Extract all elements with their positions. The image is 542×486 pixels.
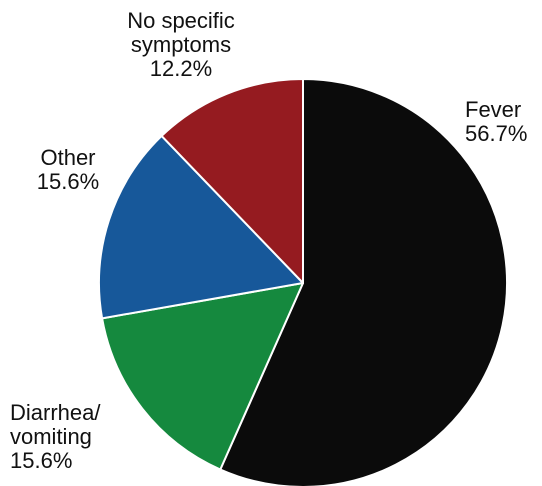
pie-label-line: vomiting bbox=[10, 424, 92, 449]
pie-labels: Fever 56.7%Diarrhea/vomiting 15.6%Other 15.… bbox=[10, 8, 527, 473]
pie-label-percent: 56.7% bbox=[465, 121, 527, 146]
pie-slices bbox=[98, 78, 508, 486]
pie-label-diarrhea-vomiting: Diarrhea/vomiting 15.6% bbox=[10, 400, 101, 473]
pie-label-fever: Fever 56.7% bbox=[465, 97, 527, 146]
pie-slice-diarrhea-vomiting bbox=[101, 282, 304, 471]
pie-label-percent: 12.2% bbox=[150, 56, 212, 81]
pie-label-line: Other bbox=[40, 145, 95, 170]
pie-label-line: symptoms bbox=[131, 32, 231, 57]
pie-label-line: No specific bbox=[127, 8, 235, 33]
pie-label-other: Other 15.6% bbox=[37, 145, 99, 194]
pie-label-line: Diarrhea/ bbox=[10, 400, 101, 425]
pie-slice-no-specific-symptoms bbox=[160, 78, 304, 284]
pie-slice-other bbox=[98, 134, 304, 320]
pie-label-percent: 15.6% bbox=[37, 169, 99, 194]
pie-label-line: Fever bbox=[465, 97, 521, 122]
pie-label-no-specific-symptoms: No specific symptoms 12.2% bbox=[127, 8, 235, 81]
pie-label-percent: 15.6% bbox=[10, 448, 72, 473]
